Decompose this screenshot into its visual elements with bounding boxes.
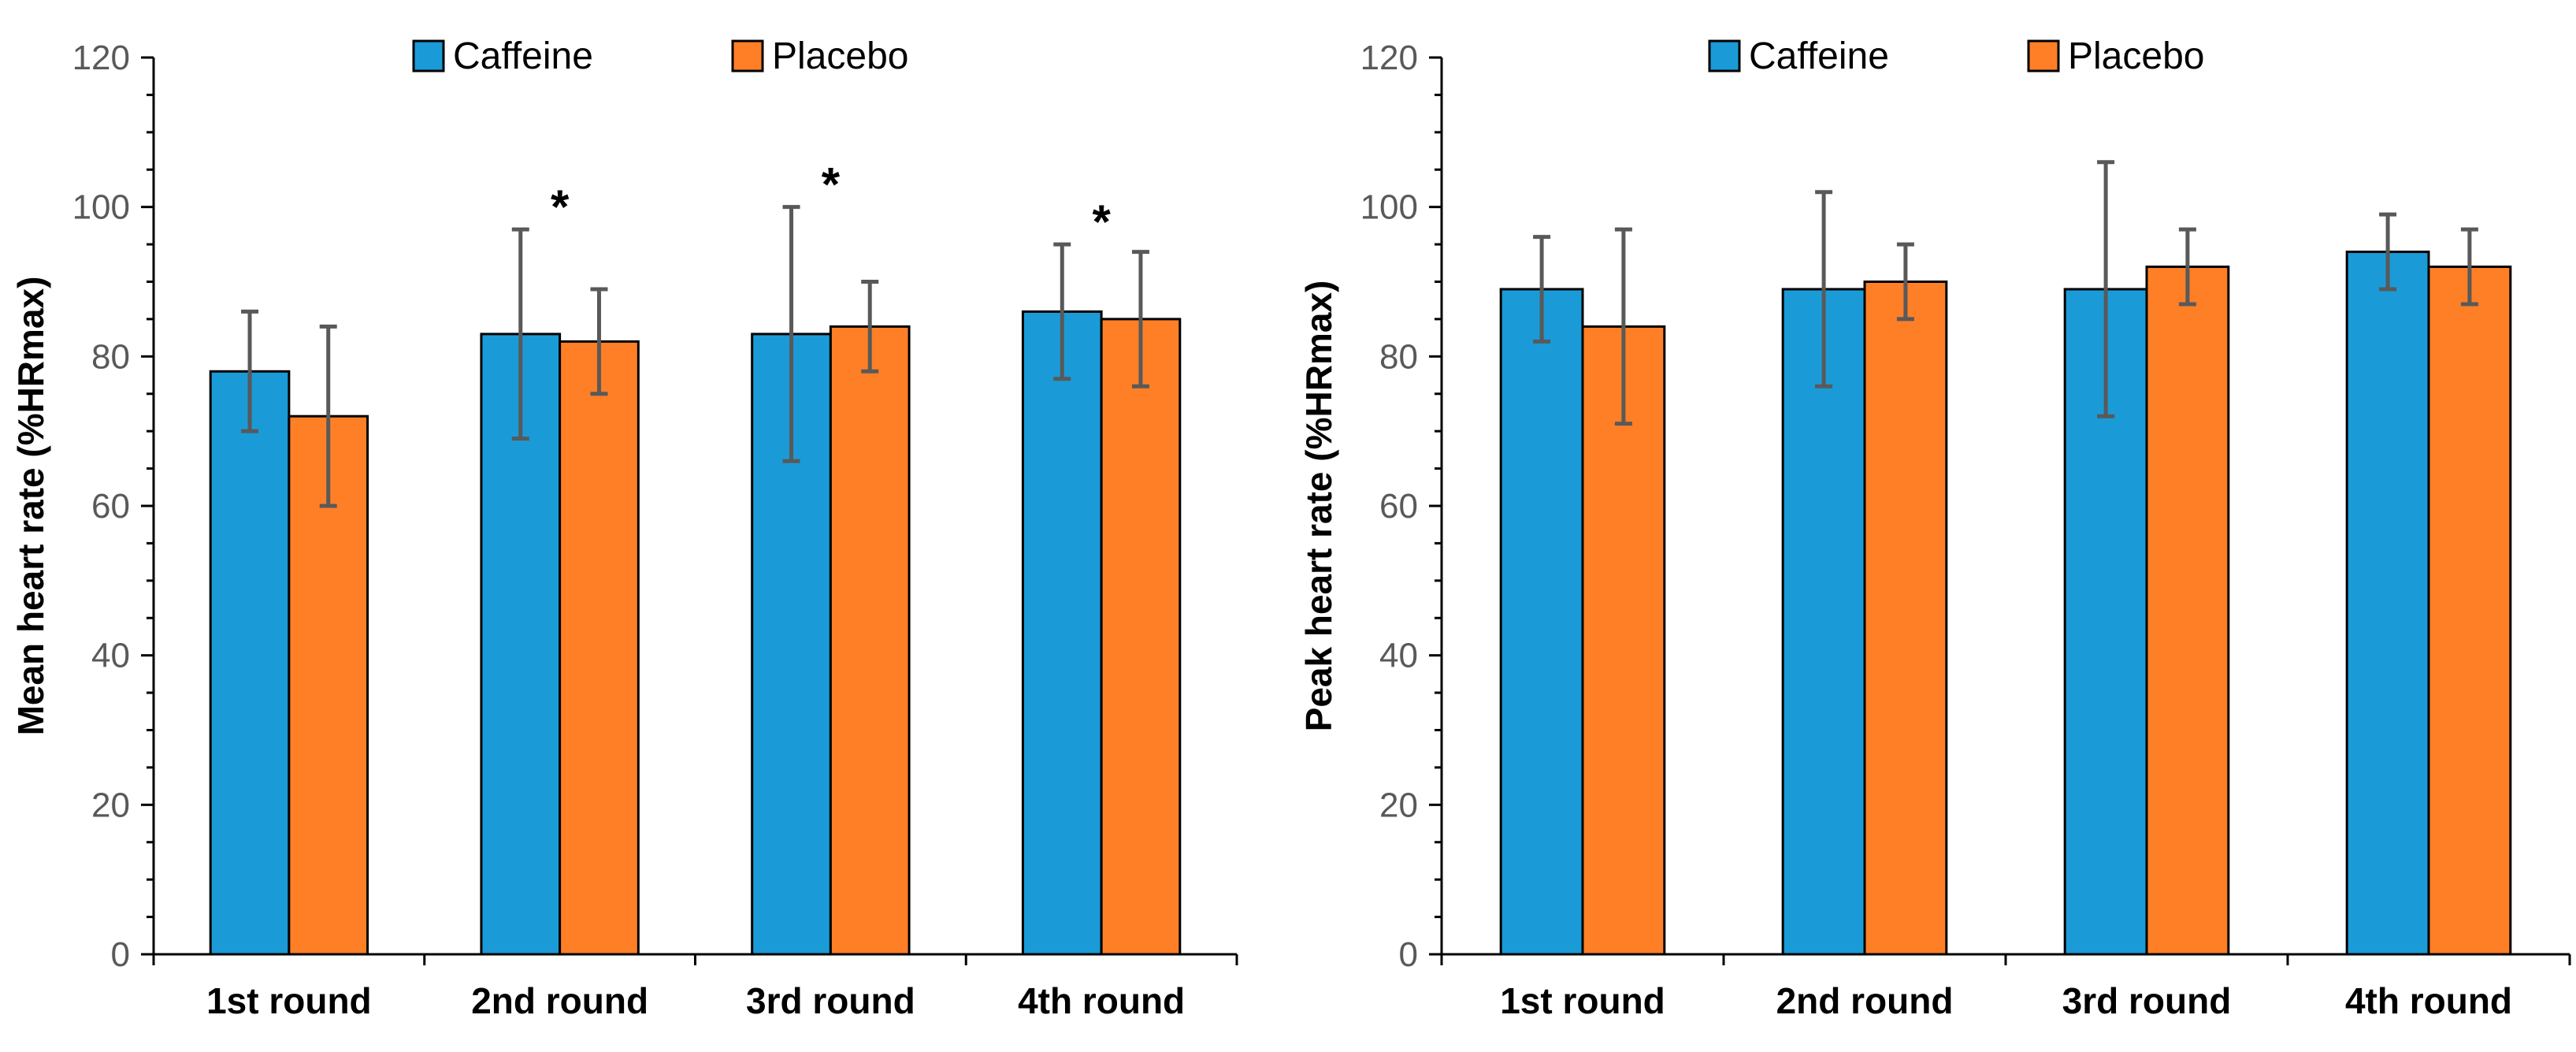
legend-swatch-placebo [731, 39, 764, 72]
bar-placebo-2 [559, 340, 640, 956]
error-bar-placebo-4 [1131, 250, 1149, 388]
category-label: 2nd round [471, 980, 648, 1021]
legend-swatch-placebo [2027, 39, 2060, 72]
bar-caffeine-4 [2345, 251, 2430, 956]
error-bar-caffeine-4 [1053, 242, 1071, 381]
significance-marker: * [1092, 195, 1111, 248]
legend: Caffeine Placebo [1708, 35, 2204, 77]
y-tick-label: 60 [91, 487, 130, 526]
bar-placebo-4 [2427, 266, 2512, 956]
y-tick-label: 40 [1379, 637, 1418, 675]
error-bar-placebo-2 [1896, 242, 1914, 322]
panel-peak-heart-rate: 1st round 2nd round 3rd round 4th round 0 20 4… [1298, 35, 2571, 1021]
error-bar-placebo-1 [1614, 227, 1632, 426]
y-tick-label: 120 [1360, 39, 1418, 77]
y-tick-label: 80 [91, 337, 130, 376]
y-tick-label: 60 [1379, 487, 1418, 526]
bar-placebo-3 [2145, 266, 2230, 956]
significance-marker: * [551, 180, 570, 233]
y-axis-title: Peak heart rate (%HRmax) [1298, 281, 1339, 732]
bar-caffeine-1 [1499, 288, 1584, 956]
legend-swatch-caffeine [412, 39, 445, 72]
panel-mean-heart-rate: 1st round 2nd round 3rd round 4th round * * * 0… [10, 35, 1238, 1021]
y-tick-label: 20 [91, 786, 130, 824]
error-bar-caffeine-4 [2379, 212, 2397, 292]
y-tick-label: 100 [1360, 188, 1418, 227]
error-bar-placebo-4 [2460, 227, 2478, 307]
category-label: 4th round [1018, 980, 1185, 1021]
bar-placebo-2 [1863, 281, 1948, 956]
y-tick-label: 0 [1399, 935, 1418, 974]
legend-label-placebo: Placebo [2068, 35, 2204, 77]
category-label: 2nd round [1776, 980, 1954, 1021]
legend-label-placebo: Placebo [772, 35, 908, 77]
bar-caffeine-4 [1021, 310, 1103, 956]
y-tick-label: 20 [1379, 786, 1418, 824]
y-tick-label: 80 [1379, 337, 1418, 376]
y-axis-title: Mean heart rate (%HRmax) [10, 277, 51, 736]
bar-caffeine-2 [1781, 288, 1866, 956]
error-bar-caffeine-3 [2097, 160, 2115, 418]
error-bar-placebo-1 [319, 324, 337, 508]
error-bar-caffeine-2 [511, 227, 529, 441]
bar-caffeine-1 [209, 370, 291, 956]
error-bar-placebo-2 [590, 287, 608, 396]
bar-placebo-4 [1100, 318, 1182, 956]
y-tick-label: 0 [111, 935, 130, 974]
significance-marker: * [822, 158, 841, 211]
y-tick-label: 100 [72, 188, 130, 227]
legend-label-caffeine: Caffeine [453, 35, 593, 77]
category-label: 3rd round [746, 980, 915, 1021]
y-tick-label: 120 [72, 39, 130, 77]
error-bar-caffeine-1 [241, 309, 259, 433]
error-bar-caffeine-2 [1815, 190, 1833, 388]
category-label: 1st round [206, 980, 372, 1021]
error-bar-caffeine-3 [782, 205, 800, 463]
y-tick-label: 40 [91, 637, 130, 675]
error-bar-caffeine-1 [1533, 235, 1551, 344]
bar-placebo-1 [1581, 325, 1666, 956]
category-label: 3rd round [2062, 980, 2232, 1021]
legend: Caffeine Placebo [412, 35, 908, 77]
error-bar-placebo-3 [861, 280, 879, 374]
category-label: 4th round [2345, 980, 2512, 1021]
category-label: 1st round [1500, 980, 1665, 1021]
error-bar-placebo-3 [2178, 227, 2196, 307]
bar-placebo-3 [829, 325, 911, 956]
legend-label-caffeine: Caffeine [1749, 35, 1889, 77]
legend-swatch-caffeine [1708, 39, 1741, 72]
